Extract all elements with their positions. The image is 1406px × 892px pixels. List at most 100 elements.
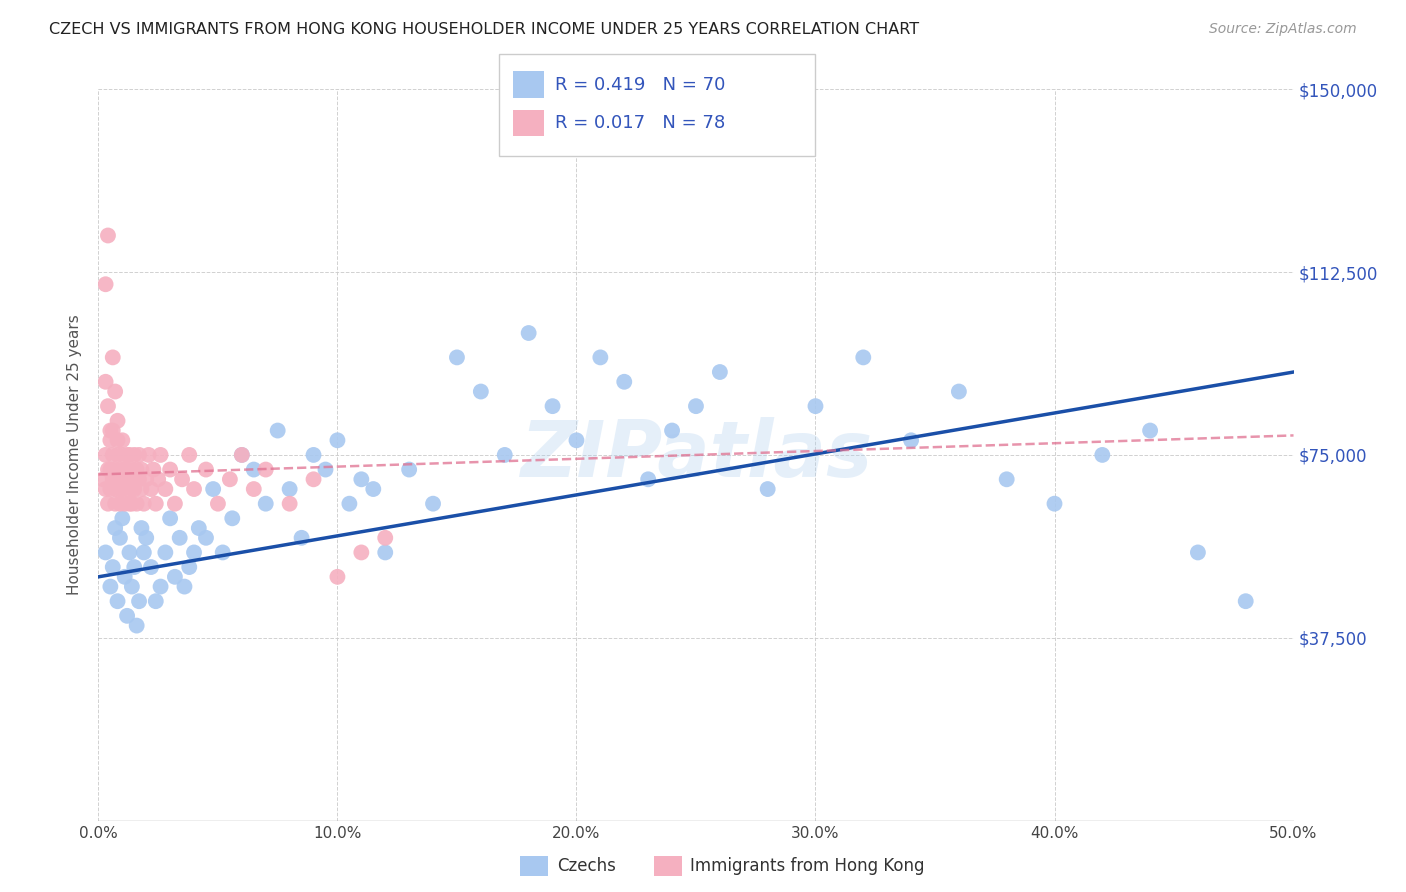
Point [613, 375, 636, 389]
Text: Czechs: Czechs [557, 857, 616, 875]
Point [125, 497, 148, 511]
Point [446, 351, 468, 365]
Point [135, 472, 157, 486]
Point [291, 531, 314, 545]
Point [637, 472, 659, 486]
Point [114, 462, 136, 476]
Point [948, 384, 970, 399]
Point [121, 462, 143, 476]
Point [589, 351, 612, 365]
Point [138, 448, 160, 462]
Point [104, 384, 127, 399]
Point [756, 482, 779, 496]
Point [124, 560, 146, 574]
Point [195, 462, 218, 476]
Point [302, 472, 325, 486]
Point [107, 434, 129, 448]
Point [139, 560, 162, 574]
Point [124, 482, 146, 496]
Point [128, 448, 150, 462]
Point [183, 482, 205, 496]
Point [108, 482, 131, 496]
Point [709, 365, 731, 379]
Point [179, 448, 201, 462]
Point [155, 482, 177, 496]
Point [219, 472, 242, 486]
Point [104, 462, 127, 476]
Point [115, 482, 138, 496]
Point [900, 434, 922, 448]
Point [94, 448, 117, 462]
Text: Immigrants from Hong Kong: Immigrants from Hong Kong [690, 857, 925, 875]
Point [97, 497, 120, 511]
Text: R = 0.017   N = 78: R = 0.017 N = 78 [555, 114, 725, 132]
Point [163, 570, 186, 584]
Point [118, 448, 141, 462]
Point [121, 497, 143, 511]
Point [661, 424, 683, 438]
Point [339, 497, 361, 511]
Point [685, 399, 707, 413]
Point [804, 399, 827, 413]
Point [108, 497, 131, 511]
Point [131, 462, 153, 476]
Point [470, 384, 492, 399]
Point [98, 482, 122, 496]
Point [114, 570, 136, 584]
Point [1187, 545, 1209, 559]
Point [326, 570, 349, 584]
Point [145, 497, 167, 511]
Point [124, 472, 146, 486]
Point [155, 545, 177, 559]
Point [94, 482, 117, 496]
Point [115, 448, 138, 462]
Point [173, 580, 195, 594]
Point [91, 472, 114, 486]
Point [207, 497, 229, 511]
Point [111, 448, 134, 462]
Point [172, 472, 194, 486]
Point [132, 545, 155, 559]
Point [125, 462, 148, 476]
Point [221, 511, 243, 525]
Point [169, 531, 191, 545]
Point [517, 326, 540, 340]
Point [350, 472, 373, 486]
Point [98, 424, 122, 438]
Text: R = 0.419   N = 70: R = 0.419 N = 70 [555, 76, 725, 94]
Point [142, 462, 165, 476]
Point [104, 482, 127, 496]
Y-axis label: Householder Income Under 25 years: Householder Income Under 25 years [67, 315, 83, 595]
Point [128, 594, 150, 608]
Point [101, 448, 124, 462]
Point [114, 497, 136, 511]
Point [111, 434, 134, 448]
Point [195, 531, 218, 545]
Point [278, 497, 301, 511]
Point [118, 545, 141, 559]
Point [128, 472, 150, 486]
Text: ZIPatlas: ZIPatlas [520, 417, 872, 493]
Point [94, 277, 117, 292]
Point [124, 448, 146, 462]
Point [97, 399, 120, 413]
Point [254, 497, 277, 511]
Point [104, 521, 127, 535]
Point [131, 521, 153, 535]
Point [243, 482, 266, 496]
Point [350, 545, 373, 559]
Text: Source: ZipAtlas.com: Source: ZipAtlas.com [1209, 22, 1357, 37]
Point [139, 482, 162, 496]
Point [183, 545, 205, 559]
Point [374, 531, 396, 545]
Point [852, 351, 875, 365]
Point [1043, 497, 1066, 511]
Point [1091, 448, 1114, 462]
Point [363, 482, 385, 496]
Point [149, 580, 172, 594]
Point [159, 511, 181, 525]
Point [97, 462, 120, 476]
Point [111, 472, 134, 486]
Point [267, 424, 290, 438]
Point [115, 608, 138, 623]
